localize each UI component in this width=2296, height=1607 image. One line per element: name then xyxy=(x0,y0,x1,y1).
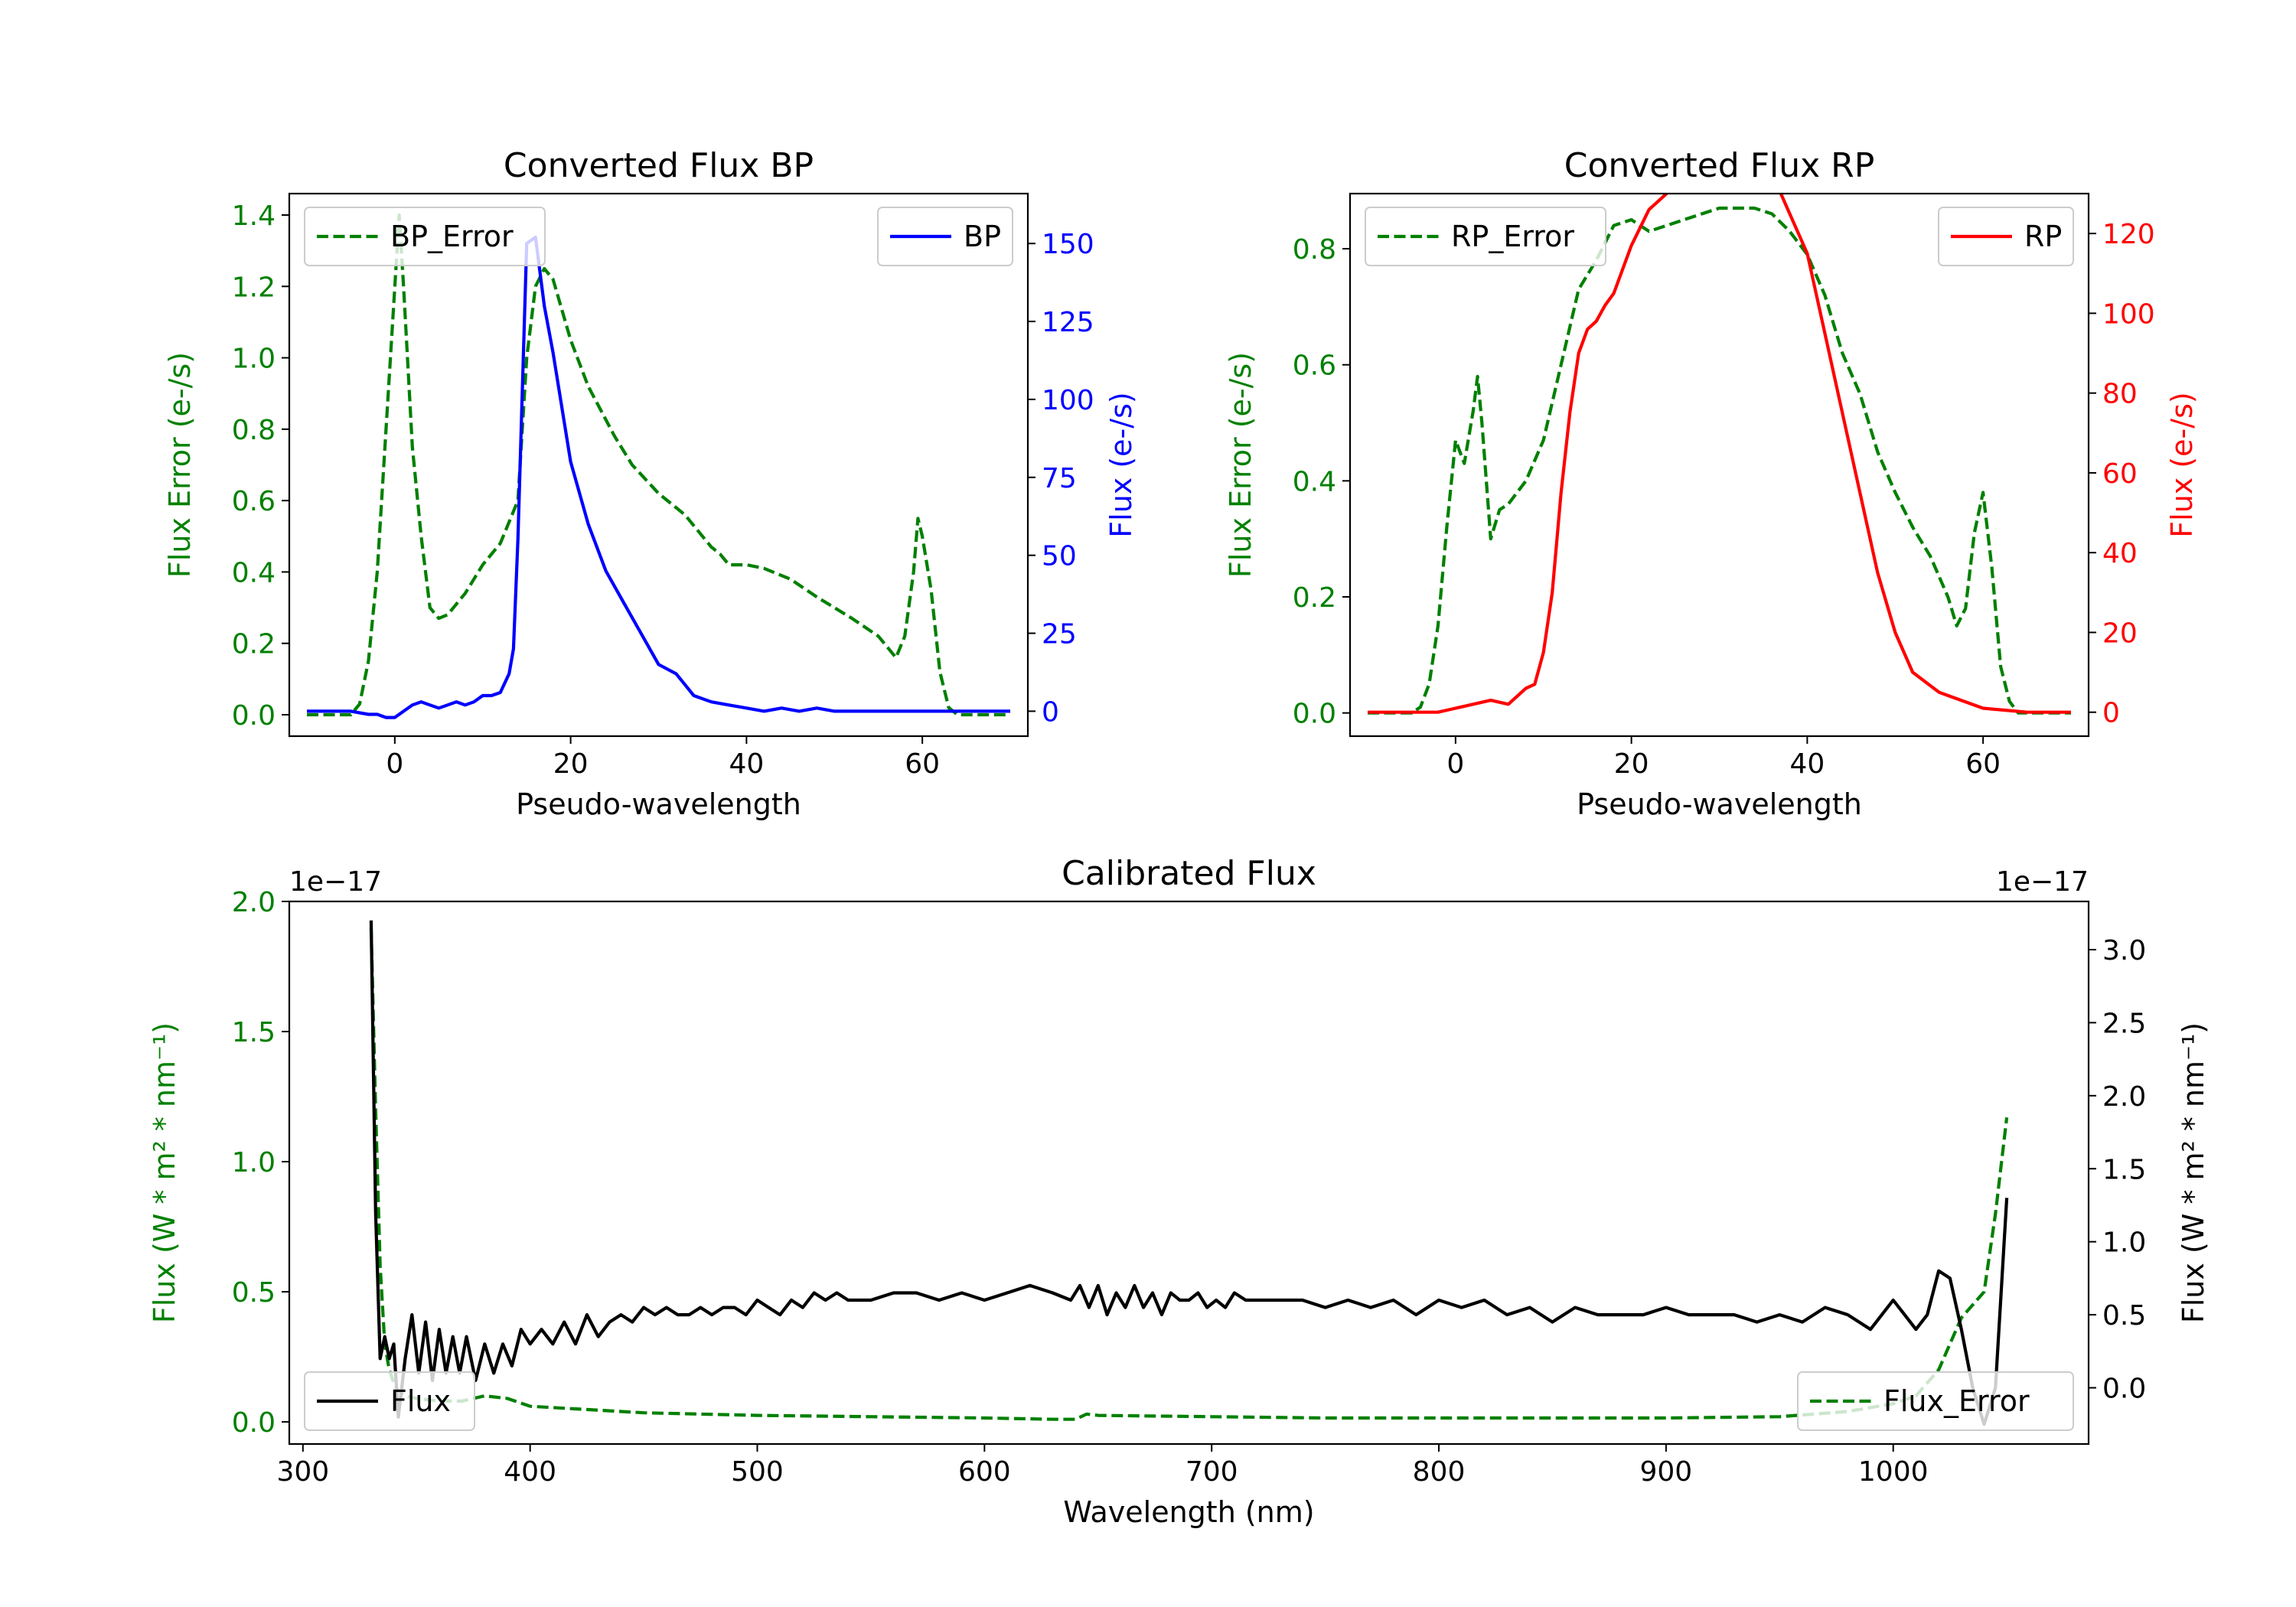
x-tick-label: 40 xyxy=(1789,748,1825,780)
y-right-tick-label: 75 xyxy=(1042,463,1077,494)
y-left-tick-label: 0.2 xyxy=(232,629,276,660)
y-left-tick-label: 0.8 xyxy=(232,415,276,446)
y-left-tick-label: 0.8 xyxy=(1293,234,1336,266)
y-right-tick-label: 1.5 xyxy=(2102,1154,2146,1185)
y-left-tick-label: 0.0 xyxy=(232,1407,276,1439)
y-left-tick-label: 0.6 xyxy=(1293,350,1336,382)
legend-box-flux-error xyxy=(1797,1371,2074,1431)
y-left-tick-label: 1.5 xyxy=(232,1017,276,1048)
series-line-bp-error xyxy=(307,213,1010,717)
series-line-bp xyxy=(307,235,1010,719)
x-tick-label: 0 xyxy=(1446,748,1464,780)
y-right-tick-label: 3.0 xyxy=(2102,935,2146,966)
y-right-tick-label: 20 xyxy=(2102,618,2138,649)
series-line-rp-error xyxy=(1368,206,2071,715)
y-right-tick-label: 1.0 xyxy=(2102,1227,2146,1259)
x-tick-label: 800 xyxy=(1413,1456,1466,1488)
x-tick-label: 500 xyxy=(731,1456,784,1488)
y-right-tick-label: 125 xyxy=(1042,307,1094,338)
y-right-tick-label: 80 xyxy=(2102,379,2138,410)
x-tick-label: 60 xyxy=(1965,748,2001,780)
x-tick-label: 0 xyxy=(386,748,403,780)
y-left-tick-label: 0.0 xyxy=(232,700,276,732)
y-right-tick-label: 0.5 xyxy=(2102,1300,2146,1332)
y-left-tick-label: 0.5 xyxy=(232,1277,276,1309)
x-tick-label: 900 xyxy=(1640,1456,1693,1488)
y-left-tick-label: 1.0 xyxy=(232,344,276,375)
chart-converted-flux-bp: 0 20 40 60 0.0 0.2 0.4 0.6 0.8 1.0 1.2 1.4 0 25 50 75 10… xyxy=(163,146,1138,821)
y-right-tick-label: 25 xyxy=(1042,619,1077,650)
x-tick-label: 40 xyxy=(729,748,764,780)
legend-label: RP_Error xyxy=(1451,220,1574,253)
y-right-offset-text: 1e−17 xyxy=(1996,866,2089,898)
series-line-flux xyxy=(369,920,2009,1426)
legend-label: RP xyxy=(2024,220,2062,253)
plot-frame xyxy=(288,900,2090,1446)
y-right-axis-label: Flux (e-/s) xyxy=(1104,392,1138,537)
y-right-tick-label: 40 xyxy=(2102,538,2138,569)
chart-calibrated-flux: 300 400 500 600 700 800 900 1000 0.0 0.5 1.0 1.5 2.0… xyxy=(148,854,2210,1529)
y-left-tick-label: 1.2 xyxy=(232,272,276,303)
legend-box-bp-error xyxy=(304,207,546,266)
x-tick-label: 300 xyxy=(276,1456,329,1488)
plot-frame xyxy=(1349,192,2090,738)
y-right-axis-label: Flux (e-/s) xyxy=(2165,392,2199,537)
x-axis-label: Wavelength (nm) xyxy=(1063,1495,1314,1529)
y-right-tick-label: 120 xyxy=(2102,219,2155,250)
legend-label: Flux_Error xyxy=(1883,1384,2030,1418)
x-tick-label: 400 xyxy=(504,1456,556,1488)
y-left-axis-label: Flux (W * m² * nm⁻¹) xyxy=(148,1022,181,1323)
chart-converted-flux-rp: 0 20 40 60 0.0 0.2 0.4 0.6 0.8 0 20 40 60 80 100 120 Con… xyxy=(1224,146,2199,821)
chart-title: Converted Flux RP xyxy=(1564,146,1875,185)
x-tick-label: 600 xyxy=(958,1456,1011,1488)
y-right-tick-label: 2.0 xyxy=(2102,1081,2146,1113)
y-left-tick-label: 0.4 xyxy=(232,557,276,588)
y-right-axis-label: Flux (W * m² * nm⁻¹) xyxy=(2177,1022,2210,1323)
x-tick-label: 20 xyxy=(1614,748,1649,780)
y-right-tick-label: 100 xyxy=(1042,385,1094,416)
x-tick-label: 60 xyxy=(905,748,940,780)
legend-box-flux xyxy=(304,1371,475,1431)
y-left-tick-label: 0.2 xyxy=(1293,582,1336,614)
y-right-tick-label: 50 xyxy=(1042,541,1077,572)
y-left-axis-label: Flux Error (e-/s) xyxy=(163,352,197,578)
chart-title: Converted Flux BP xyxy=(504,146,814,185)
y-left-tick-label: 0.6 xyxy=(232,486,276,517)
y-left-tick-label: 2.0 xyxy=(232,887,276,918)
legend-box-rp-error xyxy=(1365,207,1606,266)
y-left-tick-label: 1.4 xyxy=(232,200,276,232)
y-right-tick-label: 150 xyxy=(1042,229,1094,260)
x-tick-label: 1000 xyxy=(1858,1456,1929,1488)
y-left-tick-label: 0.4 xyxy=(1293,466,1336,497)
legend-label: Flux xyxy=(390,1384,451,1418)
series-line-rp xyxy=(1368,194,2071,714)
y-left-tick-label: 1.0 xyxy=(232,1147,276,1178)
x-axis-label: Pseudo-wavelength xyxy=(516,787,801,821)
y-right-tick-label: 0.0 xyxy=(2102,1374,2146,1405)
x-tick-label: 700 xyxy=(1186,1456,1238,1488)
y-right-tick-label: 0 xyxy=(1042,696,1059,728)
y-right-tick-label: 2.5 xyxy=(2102,1008,2146,1039)
y-right-tick-label: 0 xyxy=(2102,698,2120,729)
y-right-tick-label: 60 xyxy=(2102,458,2138,490)
legend-label: BP_Error xyxy=(390,220,514,253)
y-left-tick-label: 0.0 xyxy=(1293,699,1336,730)
y-left-axis-label: Flux Error (e-/s) xyxy=(1224,352,1257,578)
x-axis-label: Pseudo-wavelength xyxy=(1577,787,1862,821)
chart-title: Calibrated Flux xyxy=(1062,854,1316,893)
plot-frame xyxy=(288,192,1029,738)
y-right-tick-label: 100 xyxy=(2102,298,2155,330)
y-left-offset-text: 1e−17 xyxy=(289,866,382,898)
x-tick-label: 20 xyxy=(553,748,589,780)
series-line-flux-error xyxy=(369,927,2009,1421)
legend-label: BP xyxy=(964,220,1001,253)
